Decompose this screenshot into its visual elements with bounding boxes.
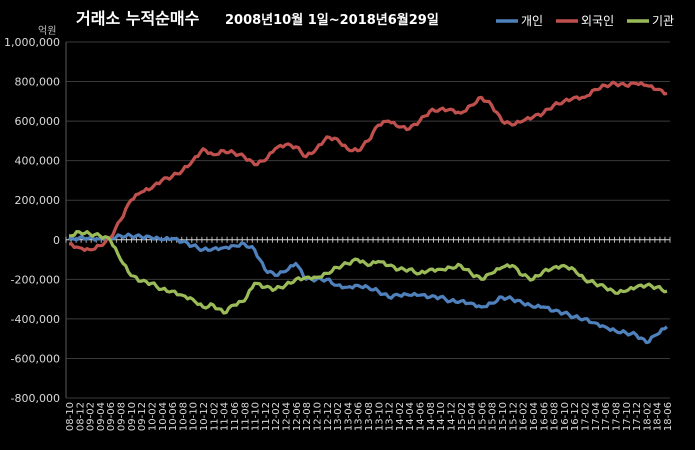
x-tick-label: 12-08 xyxy=(302,402,313,431)
y-tick-label: 1,000,000 xyxy=(4,36,60,49)
series-line-2 xyxy=(69,230,668,315)
x-tick-label: 13-10 xyxy=(374,402,385,431)
y-tick-label: 0 xyxy=(53,234,60,247)
x-tick-label: 15-10 xyxy=(498,402,509,431)
x-tick-label: 14-12 xyxy=(446,402,457,431)
x-tick-label: 10-08 xyxy=(178,402,189,431)
y-unit-label: 억원 xyxy=(38,25,56,37)
x-tick-label: 17-02 xyxy=(581,402,592,431)
x-tick-label: 08-12 xyxy=(75,402,86,431)
x-tick-label: 15-12 xyxy=(508,402,519,431)
x-tick-label: 12-04 xyxy=(282,402,293,431)
plot-area xyxy=(66,42,670,398)
x-tick-label: 17-12 xyxy=(632,402,643,431)
x-tick-label: 15-08 xyxy=(488,402,499,431)
x-tick-label: 09-06 xyxy=(106,402,117,431)
chart-title-date: 2008년10월 1일~2018년6월29일 xyxy=(225,12,439,28)
x-tick-label: 09-04 xyxy=(96,402,107,431)
legend: 개인 외국인 기관 xyxy=(496,14,674,28)
legend-label-0: 개인 xyxy=(521,14,543,28)
x-tick-label: 11-10 xyxy=(251,402,262,431)
x-tick-label: 17-06 xyxy=(601,402,612,431)
x-tick-label: 14-10 xyxy=(436,402,447,431)
x-tick-label: 11-06 xyxy=(230,402,241,431)
x-tick-label: 09-08 xyxy=(117,402,128,431)
x-tick-label: 17-08 xyxy=(611,402,622,431)
series-2 xyxy=(68,230,668,315)
y-tick-label: 800,000 xyxy=(15,76,61,89)
x-tick-label: 14-02 xyxy=(395,402,406,431)
x-tick-label: 15-04 xyxy=(467,402,478,431)
x-tick-label: 16-02 xyxy=(519,402,530,431)
x-tick-label: 15-02 xyxy=(457,402,468,431)
x-tick-label: 13-12 xyxy=(385,402,396,431)
x-tick-label: 16-08 xyxy=(550,402,561,431)
x-tick-label: 11-02 xyxy=(209,402,220,431)
y-tick-label: 400,000 xyxy=(15,155,61,168)
x-tick-label: 10-04 xyxy=(158,402,169,431)
x-tick-label: 16-04 xyxy=(529,402,540,431)
x-tick-label: 08-10 xyxy=(65,402,76,431)
x-tick-label: 16-10 xyxy=(560,402,571,431)
series-line-0 xyxy=(67,232,668,345)
x-tick-label: 14-08 xyxy=(426,402,437,431)
x-tick-label: 14-04 xyxy=(405,402,416,431)
x-tick-label: 18-02 xyxy=(642,402,653,431)
x-tick-label: 11-12 xyxy=(261,402,272,431)
x-tick-label: 12-02 xyxy=(271,402,282,431)
x-tick-label: 18-04 xyxy=(653,402,664,431)
x-tick-label: 09-12 xyxy=(137,402,148,431)
x-tick-label: 11-04 xyxy=(220,402,231,431)
axis-layer: -800,000 -600,000 -400,000 -200,000 0 200,000… xyxy=(4,36,674,431)
x-tick-label: 12-10 xyxy=(312,402,323,431)
x-tick-label: 17-10 xyxy=(622,402,633,431)
y-tick-label: -600,000 xyxy=(11,352,60,365)
y-tick-label: 600,000 xyxy=(15,115,61,128)
x-tick-label: 13-04 xyxy=(343,402,354,431)
x-tick-label: 13-02 xyxy=(333,402,344,431)
x-tick-label: 09-02 xyxy=(86,402,97,431)
x-tick-label: 10-12 xyxy=(199,402,210,431)
x-tick-label: 16-12 xyxy=(570,402,581,431)
x-tick-label: 15-06 xyxy=(477,402,488,431)
series-1 xyxy=(68,80,668,252)
legend-label-2: 기관 xyxy=(652,14,674,28)
x-tick-label: 18-06 xyxy=(663,402,674,431)
x-tick-label: 14-06 xyxy=(416,402,427,431)
x-tick-label: 10-10 xyxy=(189,402,200,431)
legend-label-1: 외국인 xyxy=(581,14,614,28)
x-tick-label: 11-08 xyxy=(240,402,251,431)
x-tick-label: 13-08 xyxy=(364,402,375,431)
y-tick-label: -400,000 xyxy=(11,313,60,326)
x-tick-label: 10-02 xyxy=(147,402,158,431)
series-line-1 xyxy=(68,80,668,252)
grid-layer xyxy=(66,41,670,399)
x-tick-label: 17-04 xyxy=(591,402,602,431)
y-tick-label: 200,000 xyxy=(15,194,61,207)
y-tick-label: -800,000 xyxy=(11,392,60,405)
series-layer xyxy=(67,80,668,345)
chart-title-main: 거래소 누적순매수 xyxy=(76,9,200,28)
x-tick-label: 13-06 xyxy=(354,402,365,431)
x-tick-label: 12-06 xyxy=(292,402,303,431)
x-tick-label: 10-06 xyxy=(168,402,179,431)
y-tick-label: -200,000 xyxy=(11,273,60,286)
x-tick-label: 16-06 xyxy=(539,402,550,431)
x-tick-label: 12-12 xyxy=(323,402,334,431)
x-tick-label: 09-10 xyxy=(127,402,138,431)
